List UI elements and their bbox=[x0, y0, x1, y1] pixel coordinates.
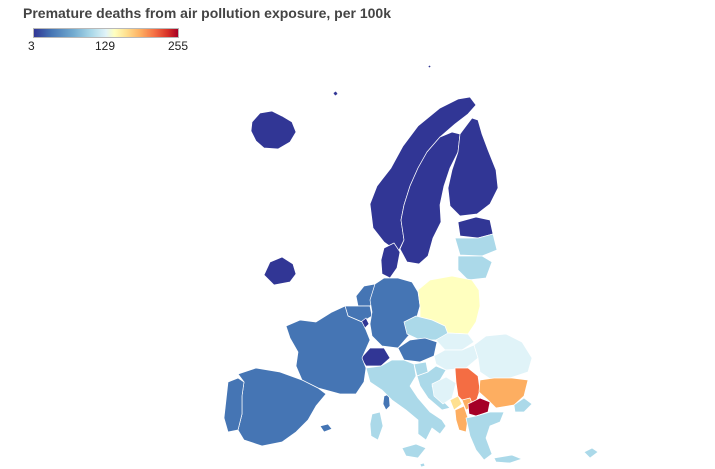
region-crete[interactable] bbox=[493, 454, 523, 464]
region-montenegro[interactable] bbox=[449, 395, 463, 411]
legend-labels: 3 129 255 bbox=[28, 38, 188, 54]
region-iceland[interactable] bbox=[250, 110, 297, 150]
legend-max-label: 255 bbox=[168, 39, 189, 53]
region-balearic-islands[interactable] bbox=[319, 423, 333, 433]
map-title: Premature deaths from air pollution expo… bbox=[23, 5, 391, 21]
region-italy[interactable] bbox=[365, 359, 447, 441]
region-turkey-thrace[interactable] bbox=[513, 397, 533, 413]
region-albania[interactable] bbox=[454, 405, 469, 433]
region-sweden[interactable] bbox=[399, 131, 461, 265]
region-sardinia[interactable] bbox=[369, 411, 384, 441]
region-ireland[interactable] bbox=[263, 256, 297, 286]
region-latvia[interactable] bbox=[454, 233, 498, 257]
legend-gradient-bar bbox=[33, 28, 179, 38]
region-portugal[interactable] bbox=[223, 377, 245, 433]
region-cyprus[interactable] bbox=[583, 447, 599, 459]
legend-min-label: 3 bbox=[28, 39, 35, 53]
region-switzerland[interactable] bbox=[360, 347, 391, 367]
color-legend: 3 129 255 bbox=[28, 28, 188, 54]
region-bulgaria[interactable] bbox=[478, 377, 529, 409]
region-austria[interactable] bbox=[397, 337, 438, 363]
region-germany[interactable] bbox=[369, 277, 421, 349]
region-north-macedonia[interactable] bbox=[467, 397, 491, 417]
region-romania[interactable] bbox=[473, 333, 533, 381]
region-denmark[interactable] bbox=[380, 242, 401, 279]
region-estonia[interactable] bbox=[457, 216, 494, 239]
legend-mid-label: 129 bbox=[95, 39, 116, 53]
region-france[interactable] bbox=[285, 305, 371, 395]
region-svalbard-dot[interactable] bbox=[427, 64, 432, 69]
region-greece[interactable] bbox=[465, 411, 505, 461]
region-lithuania[interactable] bbox=[457, 255, 493, 281]
region-malta[interactable] bbox=[419, 462, 426, 468]
region-faroe-islands[interactable] bbox=[332, 90, 339, 97]
region-bosnia[interactable] bbox=[431, 376, 457, 405]
region-sicily[interactable] bbox=[401, 443, 427, 459]
region-finland[interactable] bbox=[447, 117, 499, 217]
